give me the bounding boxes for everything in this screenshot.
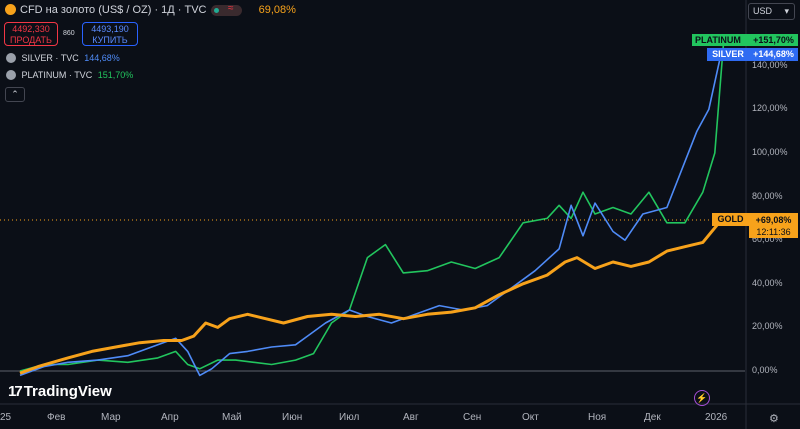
series-line-platinum — [19, 39, 725, 372]
collapse-legend-button[interactable]: ⌃ — [5, 87, 25, 102]
legend-silver-name: SILVER · TVC — [21, 53, 79, 63]
x-tick-label: Ноя — [588, 412, 607, 423]
platinum-badge-value: +151,70% — [749, 34, 798, 46]
y-tick-label: 60,00% — [752, 234, 783, 244]
gold-badge-timer: 12:11:36 — [756, 227, 791, 237]
wave-icon: ≈ — [228, 3, 234, 14]
header-change: 69,08% — [258, 4, 296, 16]
series-line-silver — [19, 54, 722, 377]
market-open-icon — [214, 8, 219, 13]
tradingview-logo-icon: 17 — [8, 383, 23, 400]
sell-button[interactable]: 4492,330 ПРОДАТЬ — [4, 22, 58, 46]
silver-badge-value: +144,68% — [749, 48, 798, 61]
market-status-pill[interactable] — [211, 5, 242, 16]
x-tick-label: Авг — [403, 412, 419, 423]
spread-value: 860 — [63, 30, 75, 37]
x-tick-label: Мар — [101, 412, 121, 423]
y-tick-label: 100,00% — [752, 147, 788, 157]
legend-platinum-name: PLATINUM · TVC — [21, 70, 93, 80]
gold-symbol-icon — [5, 4, 16, 15]
series-line-gold — [19, 219, 722, 375]
x-tick-label: Окт — [522, 412, 539, 423]
gold-badge-value: +69,08% 12:11:36 — [749, 213, 798, 238]
chevron-down-icon: ▾ — [784, 6, 789, 16]
gold-badge-percent: +69,08% — [755, 215, 792, 225]
y-tick-label: 80,00% — [752, 191, 783, 201]
legend-silver-value: 144,68% — [84, 53, 120, 63]
silver-badge: SILVER — [707, 48, 749, 61]
x-tick-label: 25 — [0, 412, 12, 423]
y-tick-label: 20,00% — [752, 321, 783, 331]
platinum-symbol-icon — [6, 70, 16, 80]
buy-label: КУПИТЬ — [92, 35, 128, 45]
silver-symbol-icon — [6, 53, 16, 63]
x-tick-label: Дек — [644, 412, 661, 423]
y-tick-label: 120,00% — [752, 103, 788, 113]
gold-badge: GOLD — [712, 213, 749, 226]
legend-platinum-value: 151,70% — [97, 70, 134, 80]
x-tick-label: Апр — [161, 412, 179, 423]
symbol-title: CFD на золото (US$ / OZ) · 1Д · TVC — [20, 4, 207, 16]
x-tick-label: Май — [222, 412, 242, 423]
x-tick-label: 2026 — [705, 412, 728, 423]
x-tick-label: Фев — [47, 412, 66, 423]
legend-item-platinum[interactable]: PLATINUM · TVC 151,70% — [6, 70, 133, 80]
sell-label: ПРОДАТЬ — [10, 35, 52, 45]
currency-selector[interactable]: USD ▾ — [748, 3, 795, 20]
platinum-badge: PLATINUM — [692, 34, 749, 46]
sell-price: 4492,330 — [12, 24, 50, 34]
tradingview-logo[interactable]: 17 TradingView — [8, 383, 112, 400]
y-tick-label: 40,00% — [752, 278, 783, 288]
gear-icon[interactable]: ⚙ — [769, 413, 779, 425]
x-tick-label: Июл — [339, 412, 360, 423]
y-tick-label: 0,00% — [752, 365, 778, 375]
bolt-icon[interactable]: ⚡ — [694, 390, 710, 406]
chart-header[interactable]: CFD на золото (US$ / OZ) · 1Д · TVC 69,0… — [20, 4, 296, 16]
buy-button[interactable]: 4493,190 КУПИТЬ — [82, 22, 138, 46]
x-tick-label: Июн — [282, 412, 303, 423]
tradingview-logo-text: TradingView — [23, 383, 112, 400]
y-tick-label: 140,00% — [752, 60, 788, 70]
currency-label: USD — [753, 6, 773, 16]
legend-item-silver[interactable]: SILVER · TVC 144,68% — [6, 53, 120, 63]
buy-price: 4493,190 — [91, 24, 129, 34]
x-tick-label: Сен — [463, 412, 482, 423]
